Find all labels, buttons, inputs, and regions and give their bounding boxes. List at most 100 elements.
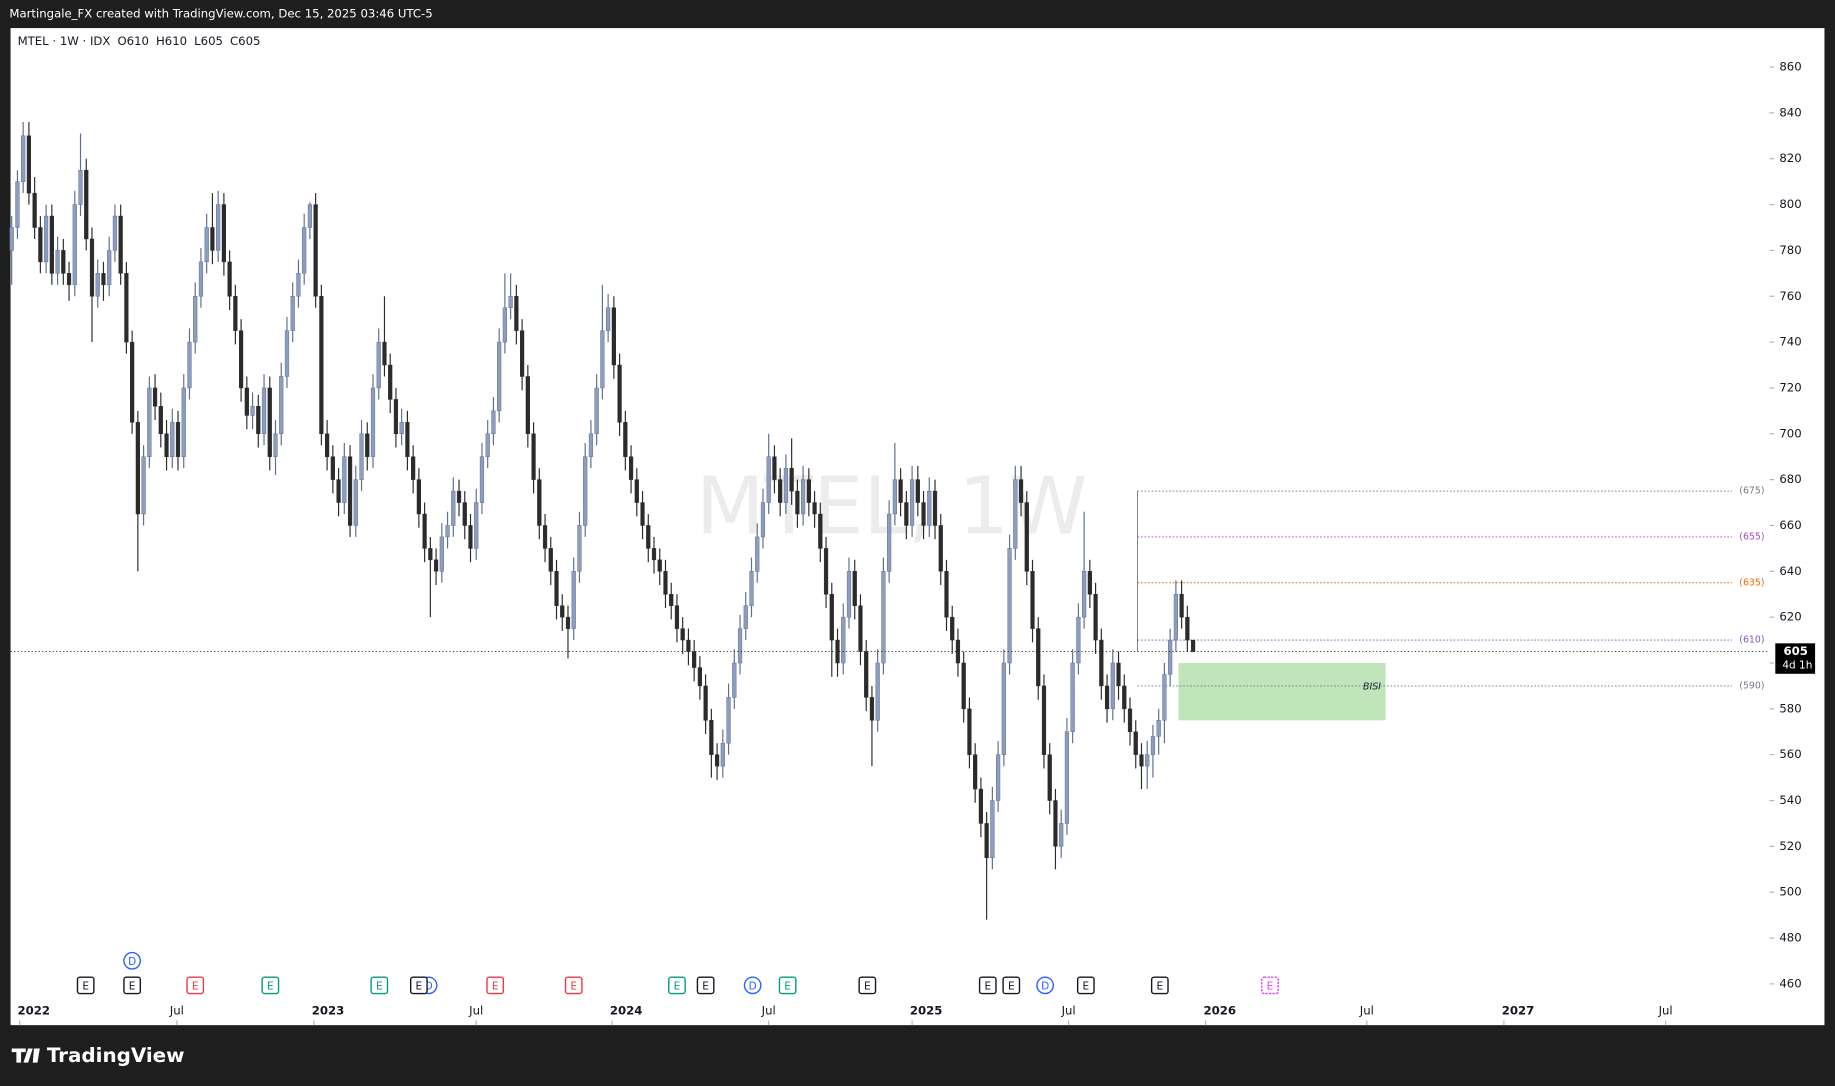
candle-body: [118, 215, 123, 274]
candle-body: [141, 456, 146, 515]
candle-body: [325, 433, 330, 457]
candle-body: [852, 571, 857, 606]
candle-body: [55, 250, 60, 274]
candle-body: [594, 387, 599, 435]
x-tick-label: 2022: [18, 1004, 51, 1018]
credit: Martingale_FX created with TradingView.c…: [9, 7, 432, 21]
candle-body: [760, 502, 766, 538]
candle-body: [588, 433, 594, 457]
legend-part: C: [230, 33, 238, 47]
candle-body: [1001, 662, 1006, 755]
candle-body: [1173, 593, 1178, 641]
candle-body: [783, 467, 789, 503]
candle-body: [279, 376, 284, 435]
candle-body: [617, 364, 622, 423]
candle-body: [433, 559, 439, 572]
candle-body: [1047, 754, 1052, 801]
candle-body: [990, 800, 995, 859]
level-label: (635): [1739, 577, 1764, 588]
candle-body: [1087, 571, 1092, 595]
candle-body: [651, 548, 657, 561]
event-label: E: [702, 981, 709, 993]
candle-body: [778, 479, 783, 503]
candle-body: [107, 250, 112, 286]
candle-body: [674, 605, 680, 629]
candle-body: [554, 571, 559, 606]
candle-body: [858, 605, 863, 652]
candle-body: [967, 708, 972, 755]
y-tick-label: 500: [1779, 885, 1801, 899]
candle-body: [307, 204, 313, 228]
event-label: E: [1156, 981, 1163, 993]
candle-body: [1168, 639, 1173, 675]
level-label: (610): [1739, 635, 1764, 646]
candle-body: [170, 422, 175, 457]
candle-body: [1127, 708, 1133, 732]
y-tick-label: 840: [1779, 105, 1801, 119]
candle-body: [72, 204, 77, 286]
candle-body: [273, 433, 278, 457]
candle-body: [720, 742, 725, 767]
candle-body: [789, 467, 794, 492]
candle-body: [393, 399, 399, 435]
y-tick-label: 700: [1779, 426, 1801, 440]
y-tick-label: 480: [1779, 931, 1801, 945]
candle-body: [491, 410, 496, 435]
candle-body: [961, 662, 966, 710]
candle-body: [829, 593, 834, 641]
candle-body: [548, 548, 553, 572]
legend-part: MTEL · 1W · IDX: [18, 33, 111, 47]
x-tick-label: Jul: [761, 1004, 776, 1018]
candle-body: [210, 227, 215, 251]
candle-body: [1145, 754, 1150, 767]
candle-body: [772, 456, 777, 480]
candle-body: [388, 364, 393, 400]
candle-body: [697, 667, 702, 687]
candle-body: [755, 536, 760, 572]
candle-body: [216, 204, 221, 251]
candle-body: [313, 204, 318, 297]
event-label: D: [749, 981, 757, 993]
candle-body: [519, 330, 525, 377]
candle-body: [347, 456, 353, 526]
y-tick-label: 720: [1779, 380, 1801, 394]
candle-body: [864, 651, 869, 698]
candle-body: [61, 250, 66, 274]
candle-body: [152, 387, 158, 407]
candle-body: [1162, 674, 1167, 721]
candle-body: [451, 490, 456, 526]
candle-body: [1013, 479, 1018, 549]
candle-body: [250, 406, 255, 416]
x-tick-label: Jul: [169, 1004, 184, 1018]
x-tick-label: 2026: [1203, 1004, 1236, 1018]
candle-body: [135, 422, 140, 515]
event-earnings: [1150, 976, 1169, 995]
candle-body: [869, 697, 875, 721]
candle-body: [1185, 616, 1190, 641]
event-label: E: [129, 981, 136, 993]
event-earnings: [186, 976, 205, 995]
event-label: E: [1083, 981, 1090, 993]
candle-body: [973, 754, 978, 790]
y-tick-label: 580: [1779, 701, 1801, 715]
candle-body: [686, 639, 691, 652]
candle-body: [846, 571, 852, 618]
candle-body: [1030, 571, 1035, 629]
candle-body: [904, 502, 909, 526]
candle-body: [927, 490, 932, 526]
x-tick-label: Jul: [1658, 1004, 1673, 1018]
candle-body: [428, 548, 433, 561]
candle-body: [181, 387, 186, 457]
level-label: (655): [1739, 531, 1764, 542]
candle-body: [411, 456, 416, 480]
event-label: E: [984, 981, 991, 993]
candle-body: [227, 261, 232, 297]
event-earnings: [696, 976, 715, 995]
candle-body: [892, 479, 897, 515]
event-label: D: [425, 981, 433, 993]
y-tick-label: 460: [1779, 976, 1801, 990]
candle-body: [932, 490, 938, 526]
event-label: E: [864, 981, 871, 993]
candle-body: [84, 169, 89, 240]
